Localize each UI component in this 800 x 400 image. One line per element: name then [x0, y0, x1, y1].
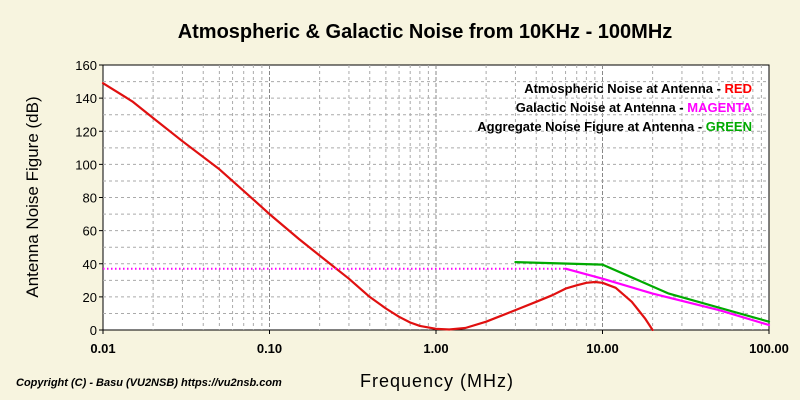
- x-axis-ticks: 0.01 0.10 1.00 10.00 100.00: [90, 330, 789, 356]
- x-tick-label: 0.01: [90, 341, 115, 356]
- y-axis-label: Antenna Noise Figure (dB): [23, 96, 42, 297]
- legend-entry: Atmospheric Noise at Antenna - RED: [524, 81, 752, 96]
- y-tick-label: 100: [75, 157, 97, 172]
- y-tick-label: 80: [83, 191, 97, 206]
- y-tick-label: 140: [75, 91, 97, 106]
- legend-entry: Galactic Noise at Antenna - MAGENTA: [516, 100, 753, 115]
- y-tick-label: 160: [75, 58, 97, 73]
- y-tick-label: 40: [83, 257, 97, 272]
- y-tick-label: 0: [90, 323, 97, 338]
- x-tick-label: 0.10: [257, 341, 282, 356]
- x-axis-label: Frequency (MHz): [360, 371, 514, 391]
- chart-title: Atmospheric & Galactic Noise from 10KHz …: [178, 21, 673, 43]
- y-tick-label: 60: [83, 224, 97, 239]
- series-line-3: [514, 261, 771, 323]
- y-tick-label: 120: [75, 124, 97, 139]
- copyright-text: Copyright (C) - Basu (VU2NSB) https://vu…: [16, 377, 282, 389]
- x-tick-label: 10.00: [586, 341, 619, 356]
- x-tick-label: 100.00: [749, 341, 789, 356]
- series-layer: [101, 82, 771, 332]
- y-axis-ticks: 0 20 40 60 80 100 120 140 160: [75, 58, 103, 338]
- grid-lines: [103, 65, 769, 330]
- series-line-2: [564, 267, 771, 327]
- x-tick-label: 1.00: [423, 341, 448, 356]
- y-tick-label: 20: [83, 290, 97, 305]
- legend: Atmospheric Noise at Antenna - RED Galact…: [477, 81, 752, 134]
- series-line-0: [101, 82, 654, 332]
- legend-entry: Aggregate Noise Figure at Antenna - GREE…: [477, 119, 752, 134]
